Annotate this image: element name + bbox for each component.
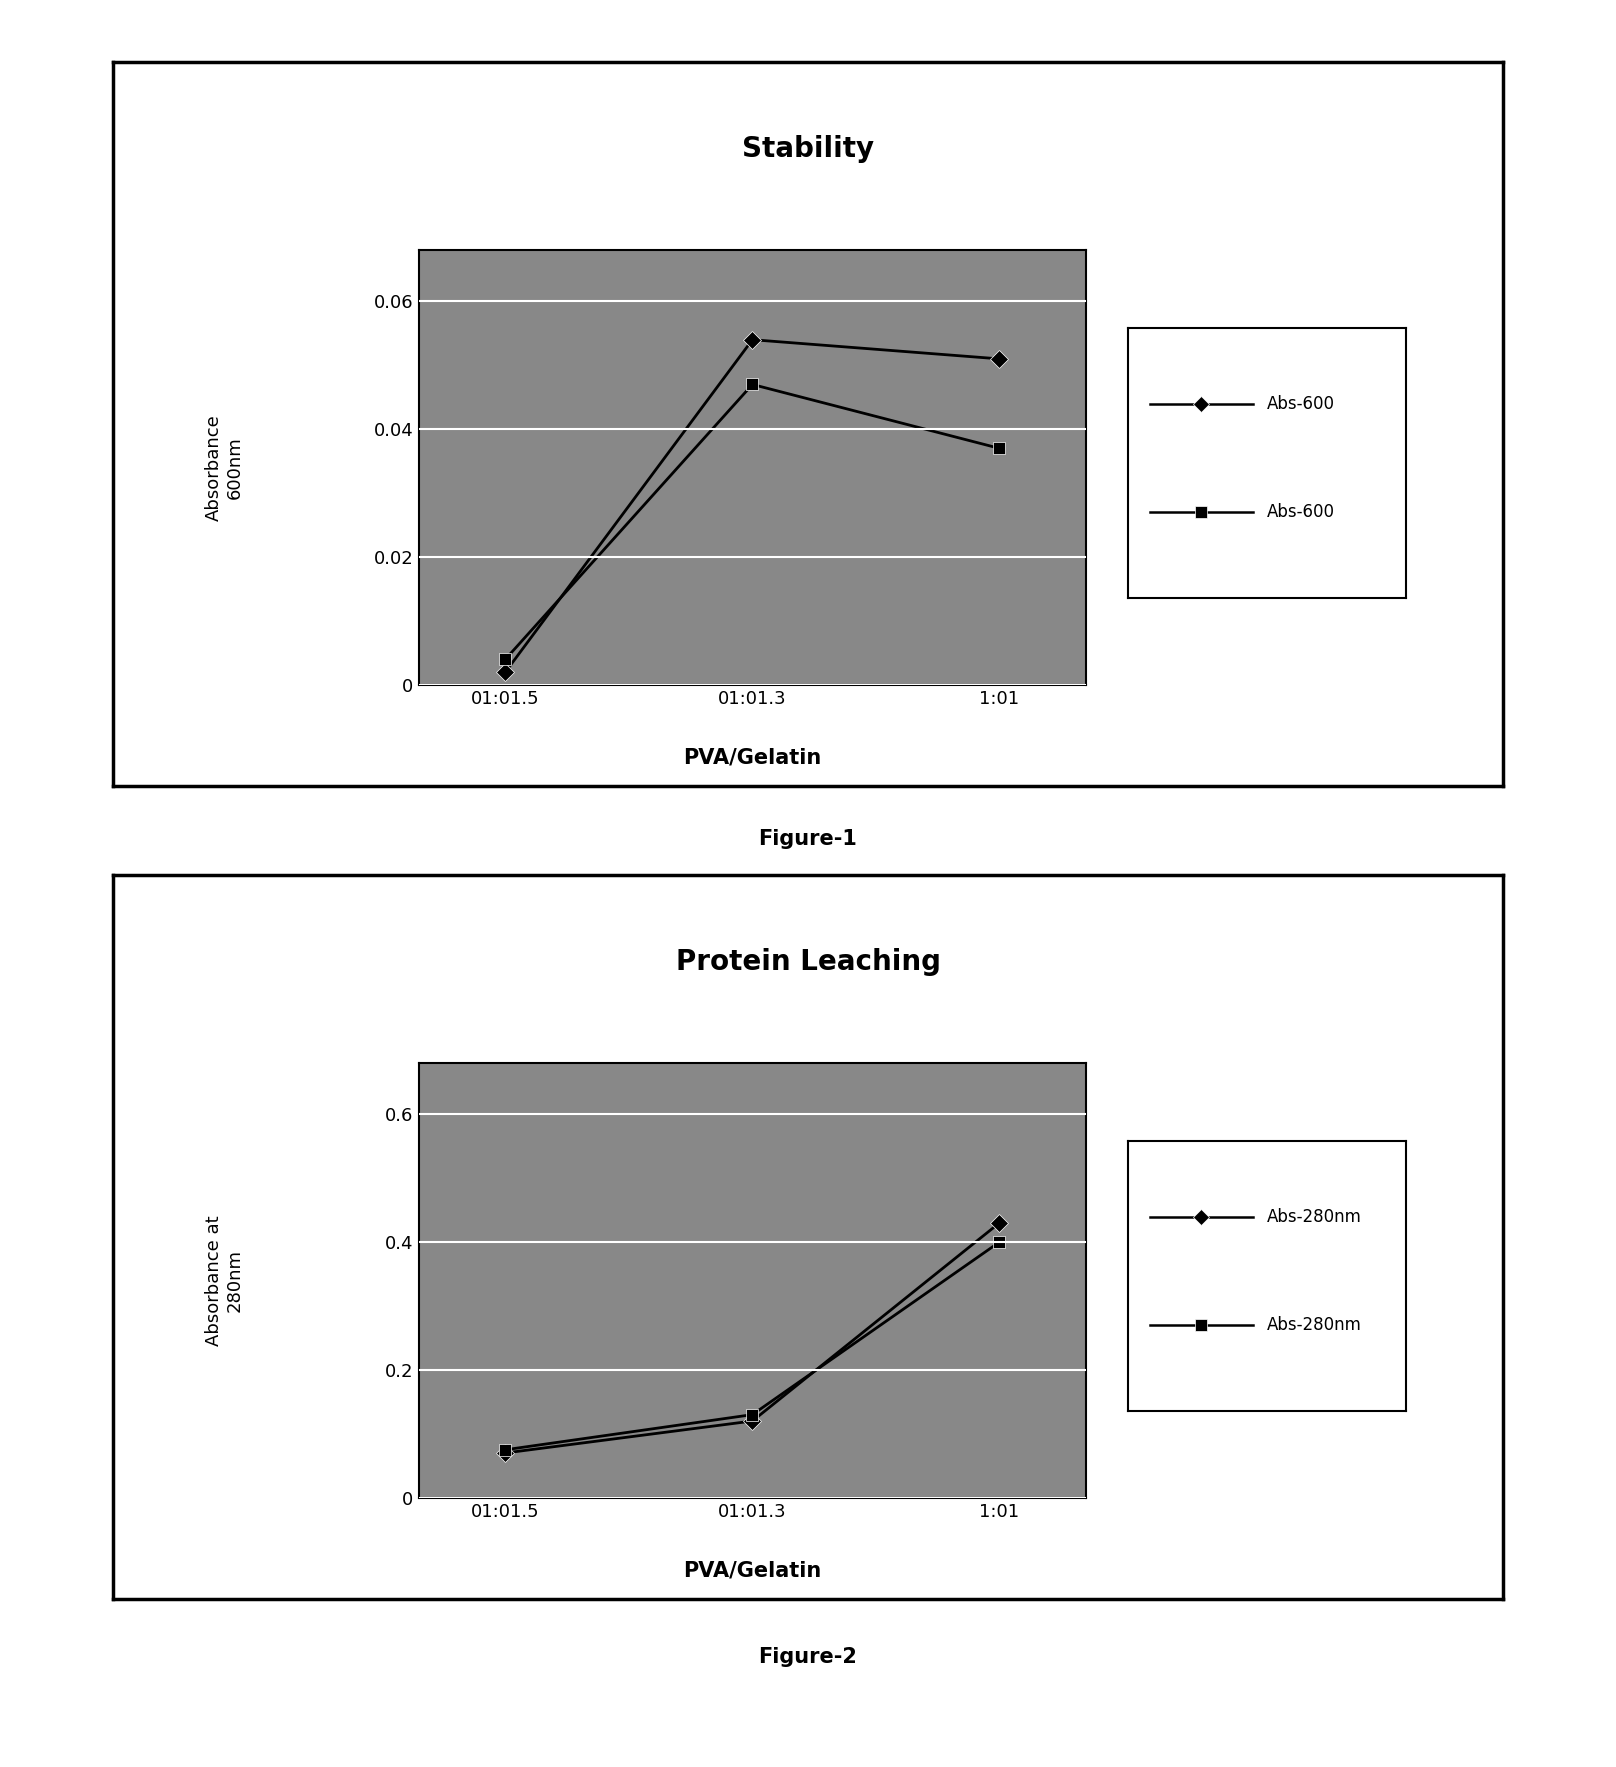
Text: Abs-280nm: Abs-280nm [1267, 1207, 1362, 1226]
Text: Stability: Stability [742, 134, 874, 163]
Text: Figure-2: Figure-2 [758, 1647, 858, 1668]
Text: Abs-280nm: Abs-280nm [1267, 1316, 1362, 1334]
Text: Figure-1: Figure-1 [758, 829, 858, 850]
Text: Abs-600: Abs-600 [1267, 394, 1335, 413]
Text: Protein Leaching: Protein Leaching [675, 947, 941, 975]
Text: PVA/Gelatin: PVA/Gelatin [684, 1560, 821, 1580]
Text: PVA/Gelatin: PVA/Gelatin [684, 747, 821, 767]
Text: Abs-600: Abs-600 [1267, 504, 1335, 521]
Text: Absorbance at
280nm: Absorbance at 280nm [205, 1216, 244, 1346]
Text: Absorbance
600nm: Absorbance 600nm [205, 413, 244, 521]
